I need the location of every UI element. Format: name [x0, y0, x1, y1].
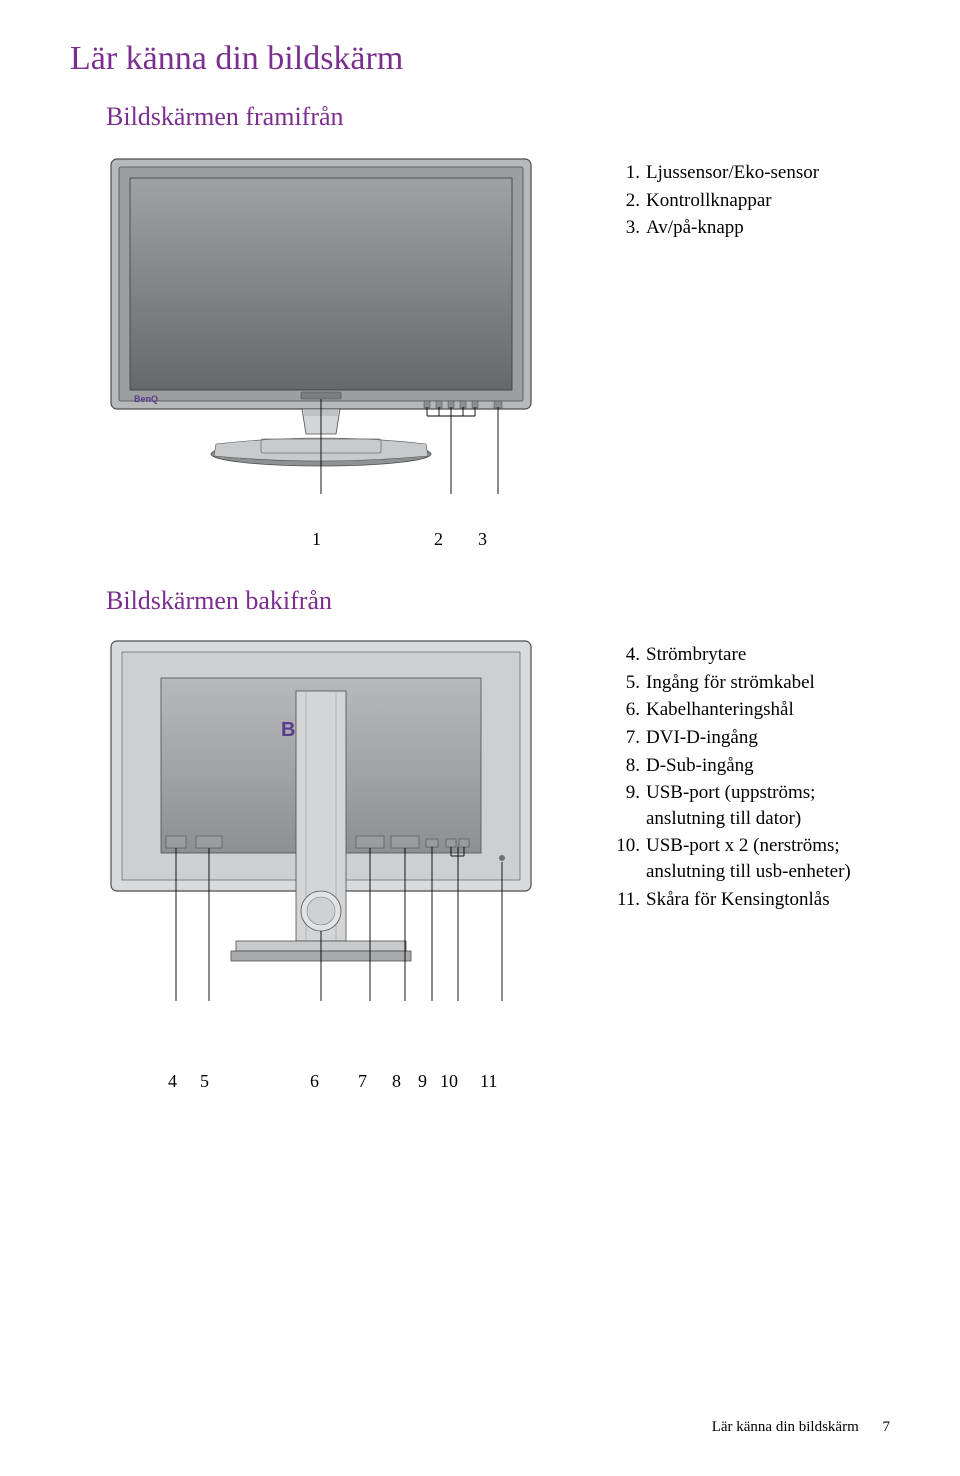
list-item: 2.Kontrollknappar [616, 188, 890, 214]
page-number: 7 [883, 1419, 891, 1435]
callout-10: 10 [440, 1071, 480, 1092]
back-list: 4.Strömbrytare 5.Ingång för strömkabel 6… [536, 636, 890, 1092]
list-item: 7.DVI-D-ingång [616, 725, 890, 751]
callout-5: 5 [200, 1071, 310, 1092]
callout-3: 3 [478, 529, 487, 550]
footer-text: Lär känna din bildskärm [712, 1419, 859, 1435]
list-item: 9.USB-port (uppströms; anslutning till d… [616, 780, 890, 831]
callout-6: 6 [310, 1071, 358, 1092]
list-item: 4.Strömbrytare [616, 642, 890, 668]
callout-4: 4 [168, 1071, 200, 1092]
monitor-back-diagram: BenQ [106, 636, 536, 1092]
callout-9: 9 [418, 1071, 440, 1092]
callout-11: 11 [480, 1071, 497, 1092]
callout-2: 2 [434, 529, 478, 550]
list-item: 6.Kabelhanteringshål [616, 697, 890, 723]
page-title: Lär känna din bildskärm [70, 40, 890, 78]
list-item: 11.Skåra för Kensingtonlås [616, 887, 890, 913]
list-item: 8.D-Sub-ingång [616, 753, 890, 779]
page-footer: Lär känna din bildskärm 7 [712, 1419, 890, 1436]
callout-1: 1 [312, 529, 434, 550]
list-item: 3.Av/på-knapp [616, 215, 890, 241]
callout-7: 7 [358, 1071, 392, 1092]
svg-text:BenQ: BenQ [134, 394, 158, 404]
monitor-front-diagram: BenQ 1 2 3 [106, 154, 536, 550]
back-heading: Bildskärmen bakifrån [106, 586, 890, 616]
list-item: 5.Ingång för strömkabel [616, 670, 890, 696]
callout-8: 8 [392, 1071, 418, 1092]
list-item: 10.USB-port x 2 (nerströms; anslutning t… [616, 833, 890, 884]
front-heading: Bildskärmen framifrån [106, 102, 890, 132]
list-item: 1.Ljussensor/Eko-sensor [616, 160, 890, 186]
front-list: 1.Ljussensor/Eko-sensor 2.Kontrollknappa… [536, 154, 890, 550]
